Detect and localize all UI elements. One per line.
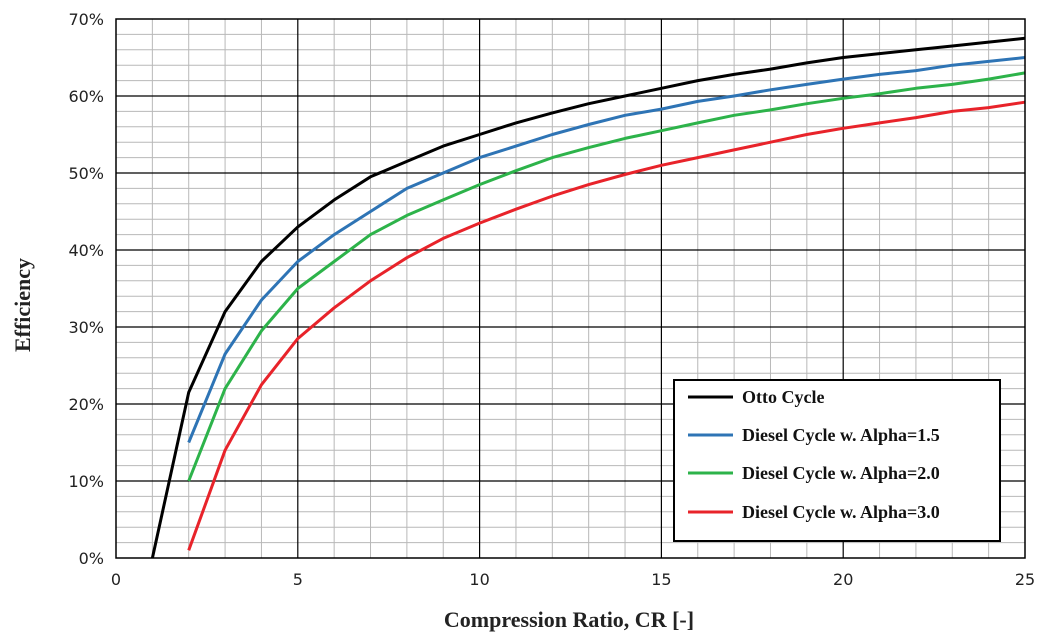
legend-box xyxy=(673,379,1001,542)
y-tick-label: 50% xyxy=(68,164,104,183)
series-line-4 xyxy=(187,100,1026,551)
y-axis-tick-labels: 0% 10% 20% 30% 40% 50% 60% 70% xyxy=(68,10,104,568)
x-tick-label: 20 xyxy=(833,570,853,589)
series-line-3 xyxy=(187,71,1026,482)
y-tick-label: 10% xyxy=(68,472,104,491)
legend: Otto Cycle Diesel Cycle w. Alpha=1.5 Diese… xyxy=(673,379,1001,542)
series-line-1 xyxy=(150,36,1026,559)
x-axis-tick-labels: 0 5 10 15 20 25 xyxy=(111,570,1035,589)
x-tick-label: 5 xyxy=(293,570,303,589)
series-lines xyxy=(150,36,1026,559)
x-tick-label: 25 xyxy=(1015,570,1035,589)
legend-label: Diesel Cycle w. Alpha=1.5 xyxy=(742,425,940,445)
y-axis-title: Efficiency xyxy=(10,258,35,352)
x-axis-title: Compression Ratio, CR [-] xyxy=(444,607,694,632)
y-tick-label: 30% xyxy=(68,318,104,337)
x-tick-label: 10 xyxy=(469,570,489,589)
y-tick-label: 60% xyxy=(68,87,104,106)
legend-label: Diesel Cycle w. Alpha=2.0 xyxy=(742,463,940,483)
y-tick-label: 0% xyxy=(79,549,104,568)
series-line-2 xyxy=(187,56,1026,444)
y-tick-label: 20% xyxy=(68,395,104,414)
x-tick-label: 15 xyxy=(651,570,671,589)
y-tick-label: 70% xyxy=(68,10,104,29)
legend-label: Otto Cycle xyxy=(742,387,824,407)
y-tick-label: 40% xyxy=(68,241,104,260)
legend-label: Diesel Cycle w. Alpha=3.0 xyxy=(742,502,940,522)
plot-area-frame xyxy=(115,18,1026,559)
x-tick-label: 0 xyxy=(111,570,121,589)
